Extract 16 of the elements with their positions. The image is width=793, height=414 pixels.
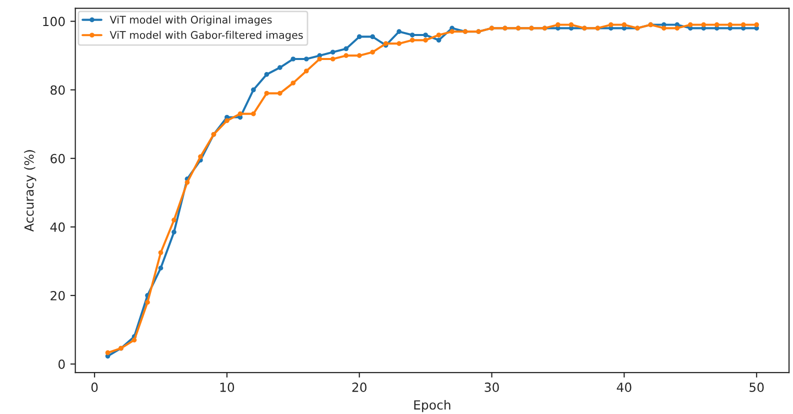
y-tick-label: 100 xyxy=(43,16,65,26)
x-tick-label: 10 xyxy=(220,382,234,392)
y-axis-title: Accuracy (%) xyxy=(24,150,36,232)
y-tick-label: 80 xyxy=(50,85,65,95)
x-tick-label: 30 xyxy=(484,382,499,392)
legend-label: ViT model with Gabor-filtered images xyxy=(110,30,303,41)
y-tick-label: 0 xyxy=(58,360,65,369)
x-tick-label: 40 xyxy=(616,382,632,392)
x-tick-label: 20 xyxy=(352,382,366,392)
x-axis-title: Epoch xyxy=(414,400,450,412)
x-tick-label: 50 xyxy=(750,382,764,392)
y-tick-label: 20 xyxy=(50,290,65,300)
x-tick-label: 0 xyxy=(91,382,98,392)
y-tick-label: 60 xyxy=(50,154,65,164)
legend-label: ViT model with Original images xyxy=(110,16,272,26)
y-tick-label: 40 xyxy=(50,222,65,232)
